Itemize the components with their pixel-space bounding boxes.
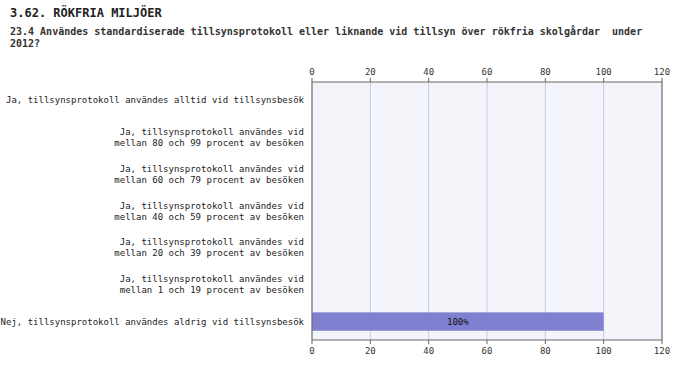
grid-line xyxy=(487,82,488,340)
text-line: Ja, tillsynsprotokoll användes vid xyxy=(120,164,304,174)
text-line: Ja, tillsynsprotokoll användes vid xyxy=(120,274,304,284)
tick-label: 100 xyxy=(596,346,612,356)
grid-line xyxy=(545,82,546,340)
text-line: mellan 60 och 79 procent av besöken xyxy=(114,175,304,185)
tick-mark xyxy=(428,340,429,344)
tick-mark xyxy=(428,78,429,82)
tick-mark xyxy=(603,340,604,344)
bars xyxy=(312,312,604,330)
category-label: Nej, tillsynsprotokoll användes aldrig v… xyxy=(1,317,305,327)
tick-label: 40 xyxy=(423,67,434,77)
category-label: Ja, tillsynsprotokoll användes vidmellan… xyxy=(114,127,304,148)
category-label: Ja, tillsynsprotokoll användes vidmellan… xyxy=(120,274,304,295)
grid-line xyxy=(370,82,371,340)
tick-mark xyxy=(603,78,604,82)
text-line: mellan 40 och 59 procent av besöken xyxy=(114,212,304,222)
bar xyxy=(312,312,604,330)
tick-label: 100 xyxy=(596,67,612,77)
tick-mark xyxy=(312,340,313,344)
grid-line xyxy=(428,82,429,340)
text-line: 2012? xyxy=(10,38,40,49)
tick-mark xyxy=(487,340,488,344)
grid-line xyxy=(603,82,604,340)
title: 3.62. RÖKFRIA MILJÖER xyxy=(10,5,162,20)
tick-mark xyxy=(370,340,371,344)
tick-mark xyxy=(545,340,546,344)
text-line: mellan 80 och 99 procent av besöken xyxy=(114,138,304,148)
tick-label: 120 xyxy=(654,67,670,77)
tick-label: 20 xyxy=(365,67,376,77)
subtitle: 23.4 Användes standardiserade tillsynspr… xyxy=(10,25,642,49)
tick-label: 20 xyxy=(365,346,376,356)
data-label: 100% xyxy=(447,317,469,327)
tick-label: 0 xyxy=(309,67,314,77)
tick-mark xyxy=(312,78,313,82)
tick-label: 40 xyxy=(423,346,434,356)
tick-label: 80 xyxy=(540,346,551,356)
tick-mark xyxy=(487,78,488,82)
text-line: mellan 20 och 39 procent av besöken xyxy=(114,248,304,258)
category-label: Ja, tillsynsprotokoll användes vidmellan… xyxy=(114,237,304,258)
plot-background xyxy=(312,82,662,340)
tick-mark xyxy=(662,340,663,344)
plot-frame xyxy=(312,82,662,340)
chart: 3.62. RÖKFRIA MILJÖER 23.4 Användes stand… xyxy=(0,0,681,373)
tick-label: 80 xyxy=(540,67,551,77)
text-line: Ja, tillsynsprotokoll användes alltid vi… xyxy=(6,95,305,105)
category-label: Ja, tillsynsprotokoll användes vidmellan… xyxy=(114,164,304,185)
tick-mark xyxy=(545,78,546,82)
tick-label: 120 xyxy=(654,346,670,356)
text-line: Ja, tillsynsprotokoll användes vid xyxy=(120,201,304,211)
text-line: Ja, tillsynsprotokoll användes vid xyxy=(120,237,304,247)
tick-mark xyxy=(370,78,371,82)
text-line: 23.4 Användes standardiserade tillsynspr… xyxy=(10,25,642,37)
text-line: mellan 1 och 19 procent av besöken xyxy=(120,285,304,295)
tick-mark xyxy=(662,78,663,82)
category-label: Ja, tillsynsprotokoll användes vidmellan… xyxy=(114,201,304,222)
text-line: Nej, tillsynsprotokoll användes aldrig v… xyxy=(1,317,305,327)
tick-label: 60 xyxy=(482,346,493,356)
tick-label: 60 xyxy=(482,67,493,77)
grid xyxy=(312,82,662,340)
text-line: Ja, tillsynsprotokoll användes vid xyxy=(120,127,304,137)
tick-label: 0 xyxy=(309,346,314,356)
category-label: Ja, tillsynsprotokoll användes alltid vi… xyxy=(6,95,305,105)
